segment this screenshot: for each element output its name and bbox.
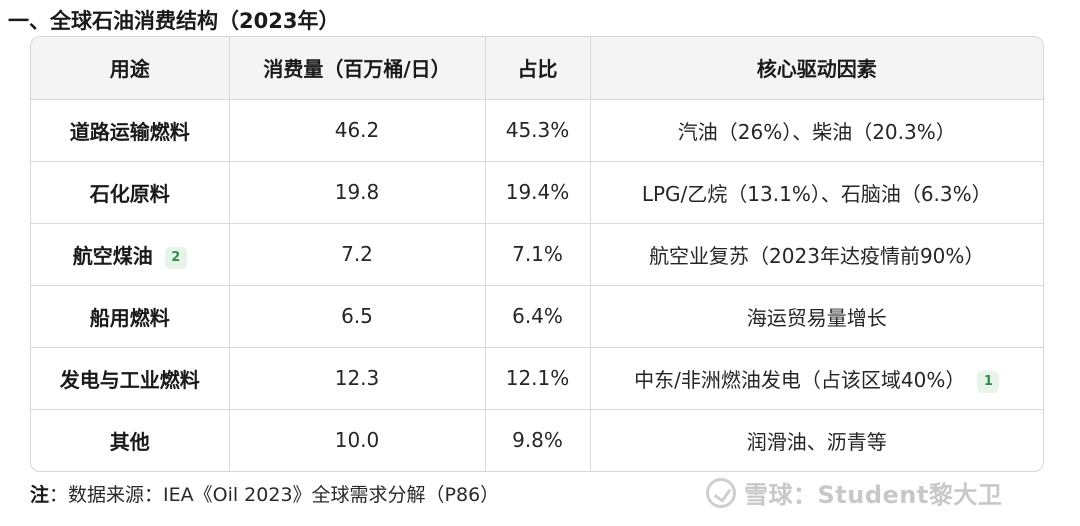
- cell-driver-text: 中东/非洲燃油发电（占该区域40%）: [634, 367, 966, 392]
- cell-use: 船用燃料: [31, 285, 230, 348]
- cell-driver: LPG/乙烷（13.1%）、石脑油（6.3%）: [590, 161, 1043, 224]
- cell-volume-text: 7.2: [341, 242, 373, 266]
- xueqiu-logo-icon: [706, 478, 736, 508]
- cell-share-text: 6.4%: [512, 304, 563, 328]
- cell-share: 7.1%: [485, 223, 591, 286]
- cell-driver: 航空业复苏（2023年达疫情前90%）: [590, 223, 1043, 286]
- cell-volume: 19.8: [229, 161, 486, 224]
- watermark: 雪球：Student黎大卫: [706, 476, 1002, 514]
- cell-driver: 海运贸易量增长: [590, 285, 1043, 348]
- cell-share-text: 9.8%: [512, 428, 563, 453]
- cell-share: 6.4%: [485, 285, 591, 348]
- note-text: ：数据来源：IEA《Oil 2023》全球需求分解（P86）: [49, 484, 500, 506]
- cell-use-text: 航空煤油: [72, 243, 153, 268]
- citation-badge[interactable]: 1: [977, 370, 1000, 393]
- cell-share-text: 12.1%: [505, 366, 570, 390]
- section-title: 一、全球石油消费结构（2023年）: [8, 9, 340, 33]
- header-volume: 消费量（百万桶/日）: [229, 37, 486, 100]
- cell-use: 发电与工业燃料: [31, 347, 230, 410]
- cell-volume-text: 19.8: [334, 180, 380, 204]
- cell-volume: 10.0: [229, 409, 486, 471]
- cell-share: 9.8%: [485, 409, 591, 471]
- cell-volume-text: 10.0: [334, 428, 380, 453]
- cell-driver-text: 海运贸易量增长: [746, 305, 887, 330]
- source-note: 注：数据来源：IEA《Oil 2023》全球需求分解（P86）: [30, 480, 499, 510]
- cell-driver: 汽油（26%）、柴油（20.3%）: [590, 99, 1043, 162]
- cell-use: 道路运输燃料: [31, 99, 230, 162]
- cell-volume: 6.5: [229, 285, 486, 348]
- cell-use-text: 其他: [109, 429, 150, 454]
- cell-driver-text: 汽油（26%）、柴油（20.3%）: [677, 119, 956, 144]
- cell-driver-text: 润滑油、沥青等: [746, 429, 887, 454]
- note-label: 注: [30, 484, 50, 506]
- cell-share: 45.3%: [485, 99, 591, 162]
- cell-use-text: 石化原料: [89, 181, 170, 206]
- cell-volume-text: 46.2: [334, 118, 380, 142]
- cell-driver: 中东/非洲燃油发电（占该区域40%） 1: [590, 347, 1043, 410]
- cell-volume-text: 6.5: [341, 304, 373, 328]
- table-row: 航空煤油 2 7.2 7.1% 航空业复苏（2023年达疫情前90%）: [31, 223, 1043, 286]
- table-row: 其他 10.0 9.8% 润滑油、沥青等: [31, 409, 1043, 471]
- cell-volume: 46.2: [229, 99, 486, 162]
- table-row: 石化原料 19.8 19.4% LPG/乙烷（13.1%）、石脑油（6.3%）: [31, 161, 1043, 224]
- cell-driver-text: LPG/乙烷（13.1%）、石脑油（6.3%）: [641, 181, 992, 206]
- cell-use: 航空煤油 2: [31, 223, 230, 286]
- cell-use-text: 道路运输燃料: [69, 119, 190, 144]
- table-row: 船用燃料 6.5 6.4% 海运贸易量增长: [31, 285, 1043, 348]
- cell-share-text: 45.3%: [505, 118, 570, 142]
- table-header-row: 用途 消费量（百万桶/日） 占比 核心驱动因素: [31, 37, 1043, 100]
- citation-badge[interactable]: 2: [164, 246, 187, 269]
- cell-volume: 12.3: [229, 347, 486, 410]
- data-table: 用途 消费量（百万桶/日） 占比 核心驱动因素 道路运输燃料 46.2 45.3% 汽…: [31, 37, 1043, 471]
- table-row: 道路运输燃料 46.2 45.3% 汽油（26%）、柴油（20.3%）: [31, 99, 1043, 162]
- cell-use: 其他: [31, 409, 230, 471]
- header-use: 用途: [31, 37, 230, 100]
- cell-share-text: 7.1%: [512, 242, 563, 266]
- oil-consumption-table: 用途 消费量（百万桶/日） 占比 核心驱动因素 道路运输燃料 46.2 45.3% 汽…: [30, 36, 1044, 472]
- cell-driver-text: 航空业复苏（2023年达疫情前90%）: [649, 243, 985, 268]
- cell-volume: 7.2: [229, 223, 486, 286]
- cell-use-text: 船用燃料: [89, 305, 170, 330]
- cell-driver: 润滑油、沥青等: [590, 409, 1043, 471]
- cell-use: 石化原料: [31, 161, 230, 224]
- cell-use-text: 发电与工业燃料: [59, 367, 200, 392]
- cell-share: 12.1%: [485, 347, 591, 410]
- cell-share-text: 19.4%: [505, 180, 570, 204]
- watermark-text: 雪球：Student黎大卫: [744, 481, 1003, 509]
- table-row: 发电与工业燃料 12.3 12.1% 中东/非洲燃油发电（占该区域40%） 1: [31, 347, 1043, 410]
- cell-share: 19.4%: [485, 161, 591, 224]
- header-share: 占比: [485, 37, 591, 100]
- header-driver: 核心驱动因素: [590, 37, 1043, 100]
- cell-volume-text: 12.3: [334, 366, 380, 390]
